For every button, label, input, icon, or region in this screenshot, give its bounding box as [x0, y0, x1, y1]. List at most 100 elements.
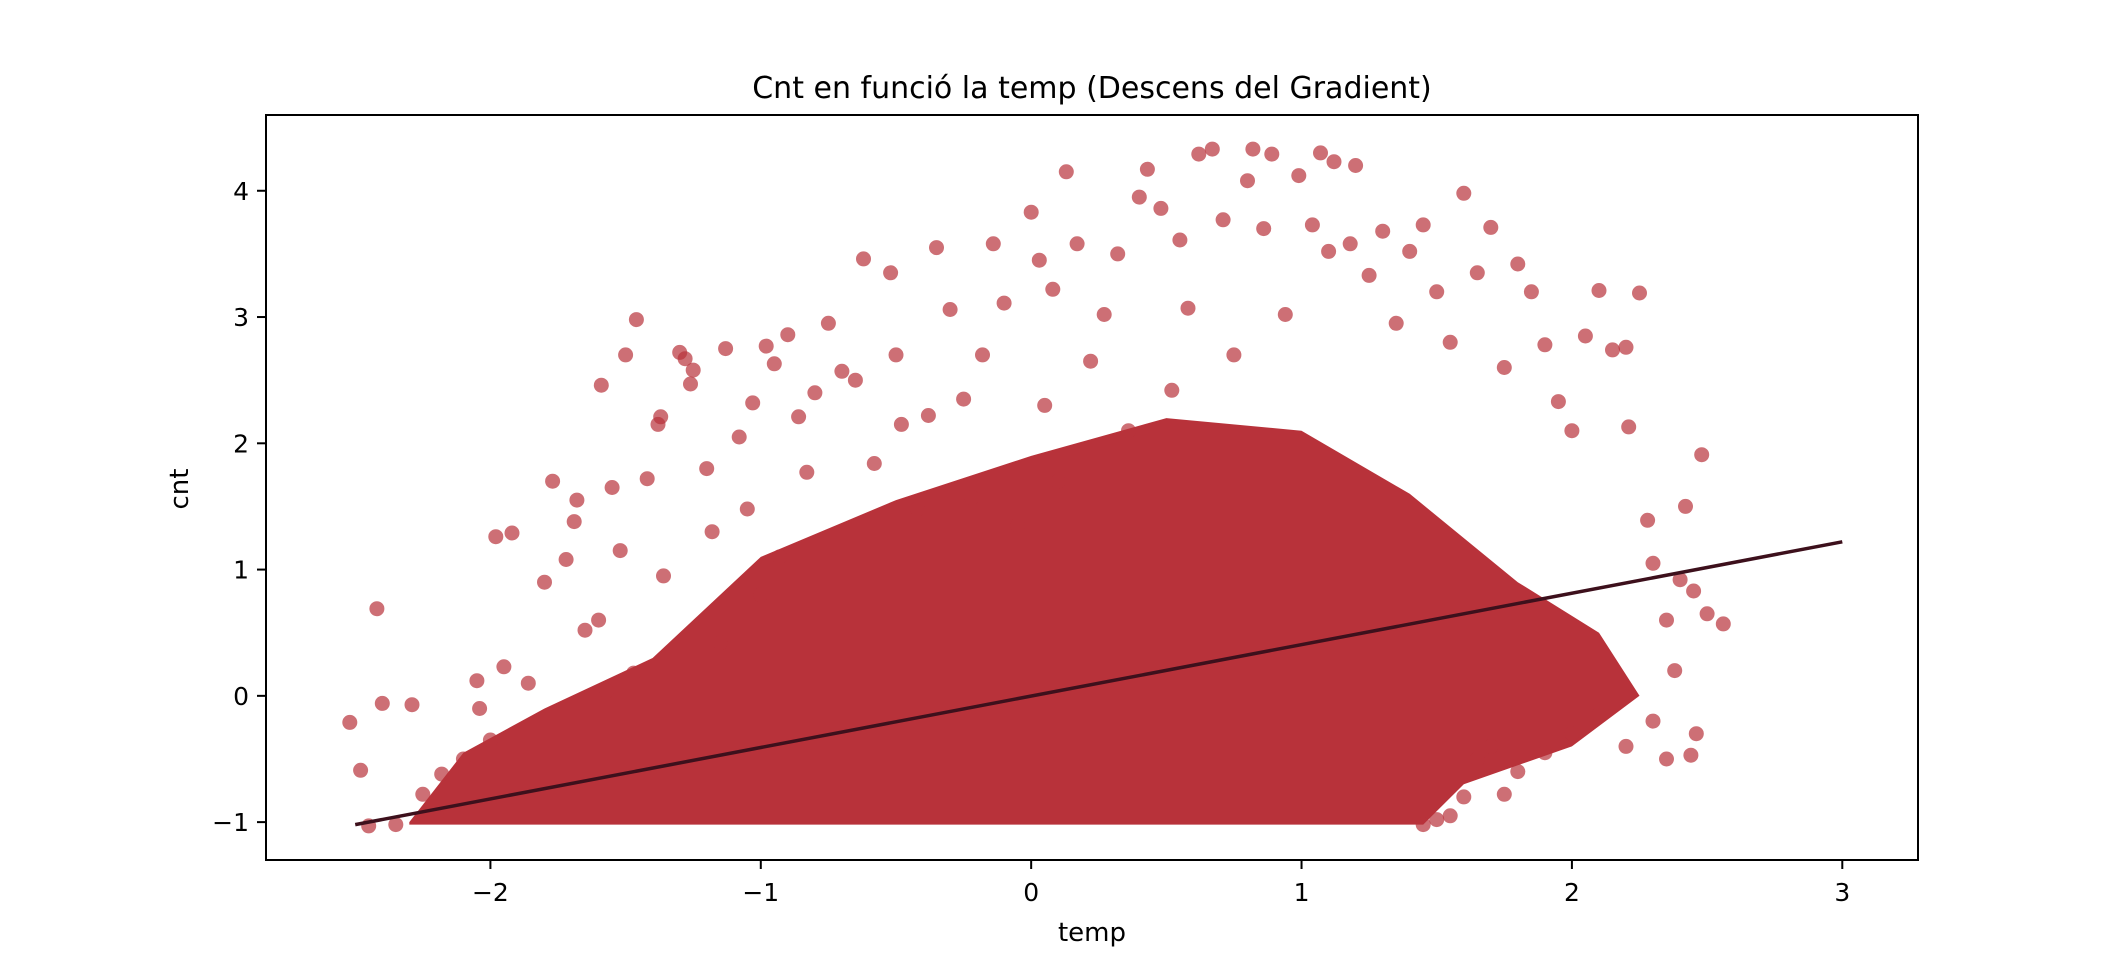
scatter-point	[1256, 221, 1272, 237]
scatter-point	[1659, 612, 1674, 628]
scatter-point	[731, 429, 747, 445]
scatter-point	[866, 456, 882, 471]
scatter-point	[1618, 339, 1634, 355]
scatter-point	[591, 612, 607, 628]
scatter-point	[1277, 307, 1293, 322]
scatter-point	[488, 529, 504, 545]
scatter-point	[1694, 447, 1710, 463]
scatter-point	[1667, 663, 1683, 679]
regression-line	[354, 540, 1843, 827]
scatter-point	[455, 751, 471, 767]
scatter-point	[772, 549, 788, 565]
y-axis-ticks: −1 0 1 2 3 4	[212, 177, 266, 837]
y-tick-label: 1	[233, 556, 249, 585]
y-tick-label: 3	[233, 303, 249, 332]
scatter-point	[1683, 747, 1699, 763]
scatter-point	[780, 327, 796, 343]
scatter-point	[1313, 145, 1328, 161]
scatter-point	[1226, 347, 1242, 363]
scatter-point	[929, 240, 944, 256]
scatter-point	[1375, 223, 1391, 239]
scatter-point	[569, 492, 585, 508]
scatter-point	[1632, 285, 1647, 301]
scatter-point	[1131, 189, 1147, 205]
scatter-point	[704, 524, 720, 540]
y-tick-label: 0	[233, 682, 249, 711]
scatter-point	[1069, 236, 1085, 252]
scatter-point	[799, 464, 815, 480]
scatter-point	[1699, 606, 1715, 622]
scatter-point	[888, 347, 904, 363]
scatter-point	[1618, 738, 1634, 754]
scatter-point	[685, 362, 701, 378]
scatter-point	[520, 675, 536, 691]
scatter-point	[342, 714, 358, 730]
scatter-point	[1510, 764, 1526, 780]
scatter-point	[1591, 707, 1607, 723]
scatter-point	[1496, 360, 1512, 375]
scatter-point	[1537, 337, 1553, 353]
scatter-point	[1621, 419, 1637, 435]
scatter-point	[677, 351, 693, 367]
scatter-point	[1191, 146, 1207, 162]
scatter-point	[1031, 252, 1047, 268]
scatter-point	[718, 341, 734, 357]
scatter-point	[626, 665, 642, 681]
scatter-point	[1180, 300, 1196, 316]
scatter-point	[1496, 786, 1512, 802]
scatter-point	[699, 461, 715, 477]
scatter-point	[1050, 473, 1066, 489]
scatter-point	[1245, 141, 1261, 157]
scatter-point	[1510, 256, 1526, 272]
scatter-point	[1483, 738, 1499, 754]
y-tick-label: 2	[233, 429, 249, 458]
scatter-point	[1442, 808, 1458, 824]
scatter-point	[847, 372, 863, 388]
scatter-point	[1688, 726, 1704, 742]
scatter-point	[545, 473, 561, 489]
y-tick-label: 4	[233, 177, 249, 206]
scatter-point	[1659, 751, 1674, 767]
scatter-point	[496, 659, 512, 675]
scatter-point	[910, 501, 926, 517]
scatter-point	[745, 395, 761, 411]
scatter-point	[1037, 397, 1053, 413]
x-tick-label: −2	[472, 878, 509, 907]
scatter-point	[1153, 200, 1169, 216]
scatter-point	[369, 601, 385, 617]
scatter-point	[618, 347, 634, 363]
scatter-point	[975, 347, 990, 363]
scatter-point	[942, 302, 958, 317]
scatter-points	[342, 141, 1731, 834]
scatter-point	[404, 697, 420, 713]
scatter-point	[753, 587, 769, 603]
scatter-point	[1139, 161, 1155, 177]
scatter-point	[558, 552, 574, 567]
x-tick-label: 0	[1023, 878, 1039, 907]
plot-frame	[265, 114, 1919, 861]
scatter-point	[739, 501, 755, 517]
x-tick-label: 3	[1834, 878, 1850, 907]
scatter-point	[612, 543, 628, 559]
scatter-point	[712, 635, 728, 651]
scatter-point	[1058, 164, 1074, 180]
scatter-point	[1715, 616, 1731, 632]
scatter-point	[683, 376, 698, 392]
scatter-point	[415, 786, 431, 802]
scatter-point	[1304, 217, 1320, 233]
scatter-point	[1023, 204, 1039, 220]
scatter-point	[1640, 512, 1656, 528]
x-tick-label: 2	[1564, 878, 1580, 907]
scatter-point	[1240, 173, 1255, 189]
scatter-point	[1264, 146, 1280, 162]
scatter-point	[1456, 185, 1472, 201]
scatter-point	[566, 514, 582, 530]
scatter-point	[1523, 284, 1539, 300]
x-tick-label: 1	[1294, 878, 1310, 907]
scatter-point	[593, 377, 609, 393]
scatter-point	[1678, 498, 1693, 514]
scatter-point	[856, 251, 871, 267]
scatter-point	[1348, 158, 1364, 173]
scatter-point	[1342, 236, 1358, 252]
